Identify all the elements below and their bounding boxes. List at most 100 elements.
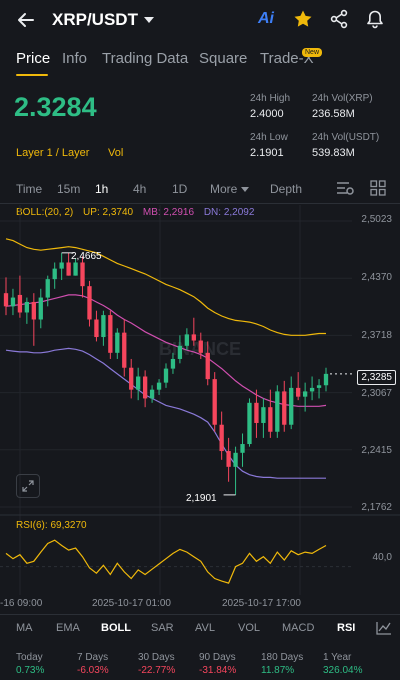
candle-body <box>3 293 9 307</box>
high-24h-label: 24h High <box>250 93 291 104</box>
ai-button[interactable]: Ai <box>258 10 274 28</box>
indicator-macd[interactable]: MACD <box>282 622 315 634</box>
candle-body <box>240 444 245 453</box>
divider <box>0 614 400 615</box>
candle-body <box>87 286 92 320</box>
candle <box>87 280 92 327</box>
tab-trading-data[interactable]: Trading Data <box>102 50 189 67</box>
candle-body <box>323 373 329 386</box>
tab-trade-x-label: Trade-X <box>260 50 314 67</box>
high-24h-value: 2.4000 <box>250 108 284 120</box>
chart-draw-icon[interactable] <box>376 621 392 635</box>
candle <box>80 256 85 298</box>
star-icon[interactable] <box>292 8 314 30</box>
candle <box>94 310 99 342</box>
boll-mb-value: MB: 2,2916 <box>142 207 195 218</box>
indicator-vol[interactable]: VOL <box>238 622 261 634</box>
boll-upper-line <box>5 238 326 336</box>
indicator-boll[interactable]: BOLL <box>101 622 131 634</box>
timeframe-time[interactable]: Time <box>16 182 43 196</box>
candle-body <box>289 387 294 425</box>
more-dropdown[interactable]: More <box>210 182 249 196</box>
back-arrow-icon[interactable] <box>14 8 38 32</box>
current-price-value: 2,3285 <box>361 372 392 383</box>
candle <box>226 437 231 482</box>
timeframe-1h[interactable]: 1h <box>95 182 109 196</box>
share-icon[interactable] <box>328 8 350 30</box>
candle <box>149 385 155 403</box>
perf-value-7d: -6.03% <box>77 665 109 676</box>
candle-body <box>309 387 315 392</box>
candle-body <box>302 391 308 397</box>
y-tick-5: 2,1762 <box>361 502 392 513</box>
category-tag[interactable]: Layer 1 / Layer <box>16 147 90 159</box>
timeframe-1d[interactable]: 1D <box>172 182 188 196</box>
candle <box>177 335 183 364</box>
perf-value-90d: -31.84% <box>199 665 237 676</box>
tab-info[interactable]: Info <box>62 50 88 67</box>
candle <box>59 252 64 281</box>
candle-body <box>129 367 134 390</box>
candle <box>101 310 106 346</box>
candle-body <box>275 391 280 432</box>
candle <box>296 372 301 401</box>
candle <box>316 379 322 399</box>
candle-body <box>66 262 71 276</box>
candle-body <box>38 297 43 320</box>
boll-lower-line <box>5 347 326 479</box>
candle-body <box>59 262 64 269</box>
perf-value-180d: 11.87% <box>261 665 295 676</box>
candle-body <box>73 262 78 276</box>
candle <box>115 328 120 359</box>
boll-up-value: UP: 2,3740 <box>83 207 134 218</box>
indicator-settings-icon[interactable] <box>336 180 354 196</box>
pair-selector[interactable]: XRP/USDT <box>52 9 154 31</box>
boll-params: BOLL:(20, 2) <box>16 207 74 218</box>
tab-price[interactable]: Price <box>16 50 51 67</box>
candle-body <box>191 334 196 341</box>
candle <box>31 293 36 346</box>
indicator-ema[interactable]: EMA <box>56 622 80 634</box>
indicator-ma[interactable]: MA <box>16 622 33 634</box>
candle <box>17 275 23 318</box>
tab-square[interactable]: Square <box>199 50 248 67</box>
candle <box>275 385 280 438</box>
vol-xrp-value: 236.58M <box>312 108 355 120</box>
timeframe-15m[interactable]: 15m <box>57 182 81 196</box>
candle-body <box>10 297 16 307</box>
vol-tag[interactable]: Vol <box>108 147 124 159</box>
candle <box>289 376 294 430</box>
fullscreen-icon[interactable] <box>16 474 40 498</box>
candle <box>170 352 176 374</box>
indicator-avl[interactable]: AVL <box>195 622 215 634</box>
timeframe-4h[interactable]: 4h <box>133 182 147 196</box>
candle-body <box>108 315 113 353</box>
perf-label-1y: 1 Year <box>323 652 352 663</box>
depth-tab[interactable]: Depth <box>270 182 303 196</box>
candle-body <box>177 345 183 359</box>
candle <box>24 297 30 324</box>
caret-down-icon <box>240 187 249 192</box>
candlestick-chart[interactable]: BINANCE <box>0 205 400 595</box>
grid-layout-icon[interactable] <box>370 180 386 196</box>
candle-body <box>45 279 50 298</box>
ai-label: Ai <box>258 10 274 27</box>
candle-body <box>198 340 203 353</box>
tab-trade-x[interactable]: Trade-X New <box>260 48 323 67</box>
pair-title: XRP/USDT <box>52 10 138 29</box>
bell-icon[interactable] <box>364 8 386 30</box>
y-tick-1: 2,4370 <box>361 272 392 283</box>
active-tab-indicator <box>16 74 48 76</box>
candle-body <box>156 382 162 390</box>
candle <box>247 398 252 447</box>
divider <box>0 203 400 204</box>
new-badge: New <box>302 48 323 57</box>
candle-body <box>226 451 231 467</box>
low-24h-value: 2.1901 <box>250 147 284 159</box>
indicator-sar[interactable]: SAR <box>151 622 174 634</box>
candle-body <box>219 424 224 452</box>
x-tick-1: 2025-10-17 01:00 <box>92 598 171 609</box>
indicator-rsi[interactable]: RSI <box>337 622 356 634</box>
perf-value-1y: 326.04% <box>323 665 363 676</box>
y-tick-2: 2,3718 <box>361 330 392 341</box>
